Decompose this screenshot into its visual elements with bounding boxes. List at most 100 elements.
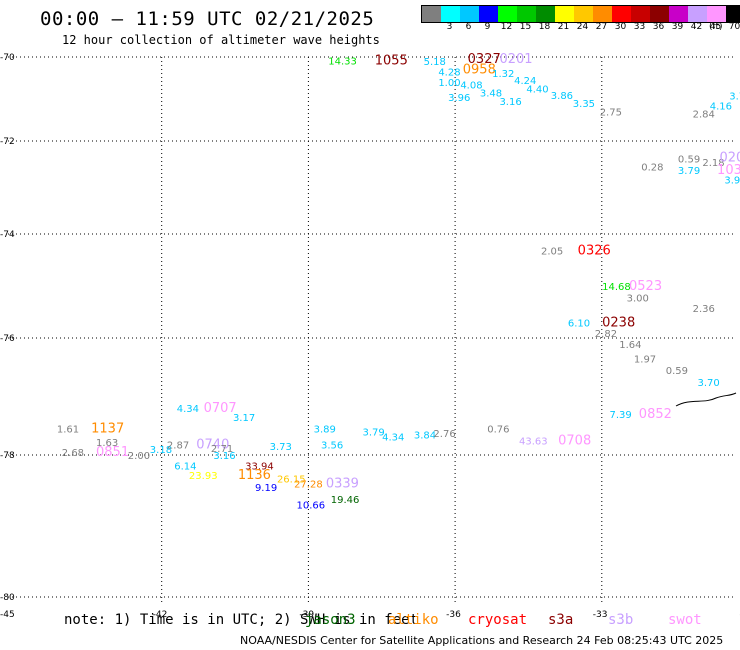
- wave-height-label: 2.82: [595, 329, 617, 340]
- wave-height-label: 4.34: [382, 432, 404, 443]
- scale-swatch: [574, 6, 593, 22]
- wave-height-label: 4.08: [460, 80, 482, 91]
- scale-swatch: [479, 6, 498, 22]
- scale-label: 3: [446, 22, 453, 32]
- satellite-s3b: s3b: [608, 612, 634, 628]
- wave-height-label: 1055: [375, 53, 408, 68]
- y-tick-label: -72: [0, 137, 15, 147]
- wave-height-label: 0.59: [678, 155, 700, 166]
- wave-height-label: 9.19: [255, 483, 277, 494]
- wave-height-label: 0201: [499, 52, 532, 67]
- scale-swatch: [498, 6, 517, 22]
- wave-height-label: 4.34: [177, 404, 199, 415]
- color-scale-labels: 3 6 9 12 15 18 21 24 27 30 33 36 39 42 45 70: [421, 22, 740, 32]
- y-tick-label: -76: [0, 334, 15, 344]
- wave-height-label: 23.93: [189, 471, 218, 482]
- scale-swatch: [536, 6, 555, 22]
- wave-height-label: 1.00: [438, 78, 460, 89]
- wave-height-label: 3.56: [321, 440, 343, 451]
- wave-height-label: 3.89: [314, 425, 336, 436]
- scale-swatch: [555, 6, 574, 22]
- wave-height-label: 4.24: [514, 76, 536, 87]
- wave-height-label: 3.86: [551, 91, 573, 102]
- scale-swatch: [707, 6, 726, 22]
- wave-height-label: 3.96: [448, 93, 470, 104]
- note-text: note: 1) Time is in UTC; 2) SWH is in fe…: [64, 612, 419, 628]
- wave-height-label: 6.10: [568, 318, 590, 329]
- scale-swatch: [726, 6, 740, 22]
- wave-height-label: 5.18: [424, 57, 446, 68]
- scale-label: 42: [690, 22, 703, 32]
- wave-height-label: 0707: [204, 401, 237, 416]
- wave-height-label: 27.28: [294, 479, 323, 490]
- wave-height-label: 0851: [96, 445, 129, 460]
- wave-height-label: 3.84: [414, 431, 436, 442]
- wave-height-label: 2.18: [702, 158, 724, 169]
- wave-height-label: 0.76: [487, 425, 509, 436]
- wave-height-label: 3.75: [729, 92, 740, 103]
- scale-label: 30: [614, 22, 627, 32]
- wave-height-label: 4.40: [526, 85, 548, 96]
- scale-label: 12: [500, 22, 513, 32]
- wave-height-label: 0.28: [641, 163, 663, 174]
- wave-height-label: 3.70: [697, 378, 719, 389]
- wave-height-label: 3.79: [363, 428, 385, 439]
- wave-height-label: 2.68: [62, 448, 84, 459]
- scale-swatch: [441, 6, 460, 22]
- scale-label: 15: [519, 22, 532, 32]
- wave-height-label: 0326: [578, 244, 611, 259]
- footer-credit: NOAA/NESDIS Center for Satellite Applica…: [240, 634, 724, 647]
- scale-label: 39: [671, 22, 684, 32]
- wave-height-label: 0.59: [666, 366, 688, 377]
- page-subtitle: 12 hour collection of altimeter wave hei…: [62, 33, 380, 47]
- scale-swatch: [650, 6, 669, 22]
- scale-swatch: [517, 6, 536, 22]
- wave-height-label: 1.63: [96, 438, 118, 449]
- x-tick-label: -39: [299, 610, 314, 620]
- scale-label: 9: [484, 22, 491, 32]
- wave-height-label: 2.36: [693, 304, 715, 315]
- wave-height-label: 4.28: [438, 68, 460, 79]
- scale-label: [421, 22, 440, 32]
- scale-label: 21: [557, 22, 570, 32]
- scale-label: 6: [465, 22, 472, 32]
- wave-height-label: 0958: [463, 63, 496, 78]
- wave-height-label: 3.16: [213, 451, 235, 462]
- wave-height-label: 1.64: [619, 340, 641, 351]
- scale-swatch: [460, 6, 479, 22]
- scale-label: 70: [728, 22, 740, 32]
- wave-height-label: 2.76: [433, 429, 455, 440]
- wave-height-label: 10.66: [297, 501, 326, 512]
- satellite-altiko: altiko: [388, 612, 439, 628]
- wave-height-label: 2.05: [541, 247, 563, 258]
- wave-height-label: 33.94: [245, 462, 274, 473]
- wave-height-label: 1.32: [492, 69, 514, 80]
- satellite-cryosat: cryosat: [468, 612, 528, 628]
- wave-height-label: 2.71: [211, 444, 233, 455]
- scale-swatch: [593, 6, 612, 22]
- wave-height-label: 0238: [602, 315, 635, 330]
- wave-height-label: 2.00: [128, 451, 150, 462]
- y-axis-ticks: -70 -72 -74 -76 -78 -80 -45: [0, 53, 15, 620]
- wave-height-label: 4.16: [710, 101, 732, 112]
- wave-height-label: 0200: [719, 150, 740, 165]
- wave-height-label: 0339: [326, 476, 359, 491]
- wave-height-label: 3.18: [150, 445, 172, 456]
- wave-height-label: 2.84: [693, 110, 715, 121]
- satellite-s3a: s3a: [548, 612, 574, 628]
- scale-swatch: [669, 6, 688, 22]
- wave-height-label: 0740: [196, 437, 229, 452]
- wave-height-label: 1137: [91, 422, 124, 437]
- satellite-swot: swot: [668, 612, 702, 628]
- wave-height-label: 0708: [558, 433, 591, 448]
- coastline: [675, 392, 737, 407]
- wave-height-label: 3.17: [233, 413, 255, 424]
- wave-height-label: 3.48: [480, 89, 502, 100]
- y-tick-label: -45: [0, 610, 15, 620]
- wave-height-label: 2.75: [600, 108, 622, 119]
- scale-label: 45: [709, 22, 722, 32]
- x-tick-label: -42: [153, 610, 168, 620]
- wave-height-label: 1037: [717, 163, 740, 178]
